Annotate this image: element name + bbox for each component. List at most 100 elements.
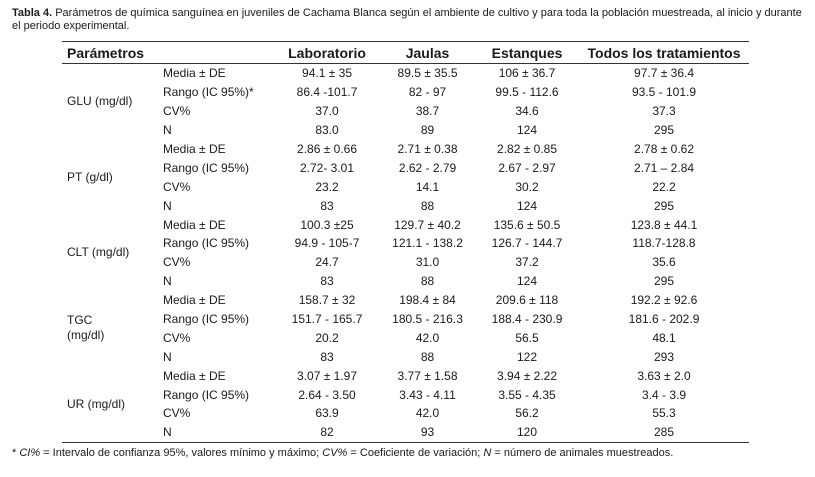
value-jaulas: 88 (420, 198, 435, 213)
value-estanques: 56.2 (515, 406, 539, 421)
value-laboratorio: 83 (320, 198, 334, 213)
value-todos: 118.7-128.8 (632, 236, 696, 251)
value-laboratorio: 83 (320, 274, 334, 289)
value-estanques: 99.5 - 112.6 (495, 85, 559, 100)
value-estanques: 3.55 - 4.35 (498, 387, 556, 402)
value-estanques: 124 (517, 198, 538, 213)
table-row: CV% 24.7 31.0 37.2 35.6 (62, 253, 749, 272)
parameter-label-line: UR (mg/dl) (67, 396, 126, 411)
table-header-row: Parámetros Laboratorio Jaulas Estanques … (62, 41, 750, 64)
table-row: PT (g/dl) Media ± DE 2.86 ± 0.66 2.71 ± 0.3… (62, 140, 749, 184)
statistic-label: N (163, 123, 172, 138)
table-row: N 83 88 124 295 (62, 196, 749, 215)
table-row: CV% 63.9 42.0 56.2 55.3 (62, 404, 749, 423)
statistic-label: Rango (IC 95%)* (163, 85, 254, 100)
table-row: Rango (IC 95%)* 86.4 -101.7 82 - 97 99.5 - … (62, 83, 749, 102)
table-row: UR (mg/dl) Media ± DE 3.07 ± 1.97 3.77 ± 1.… (62, 366, 749, 411)
value-jaulas: 180.5 - 216.3 (392, 312, 463, 327)
value-todos: 55.3 (652, 406, 676, 421)
parameter-label: CLT (mg/dl) (62, 215, 161, 291)
value-jaulas: 14.1 (415, 179, 440, 194)
statistic-label: Media ± DE (163, 368, 226, 383)
value-todos: 37.3 (652, 104, 676, 119)
value-todos: 192.2 ± 92.6 (630, 293, 698, 308)
value-todos: 97.7 ± 36.4 (634, 66, 694, 81)
table-row: Rango (IC 95%) 151.7 - 165.7 180.5 - 216.3… (62, 310, 749, 329)
value-laboratorio: 83 (320, 349, 334, 364)
statistic-label: Media ± DE (163, 217, 226, 232)
statistic-label: Media ± DE (163, 66, 226, 81)
table-row: CLT (mg/dl) Media ± DE 100.3 ±25 129.7 ± 40… (62, 215, 749, 260)
table-caption: Tabla 4. Parámetros de química sanguínea… (12, 7, 807, 33)
value-jaulas: 2.62 - 2.79 (398, 160, 457, 175)
value-todos: 295 (654, 123, 675, 138)
parameter-label: UR (mg/dl) (62, 366, 161, 442)
value-laboratorio: 24.7 (315, 255, 339, 270)
statistic-label: Rango (IC 95%) (163, 387, 250, 402)
parameter-label: GLU (mg/dl) (62, 64, 161, 140)
value-jaulas: 89 (420, 123, 435, 138)
header-jaulas: Jaulas (405, 44, 450, 61)
table-footnote: * CI% = Intervalo de confianza 95%, valo… (12, 447, 674, 459)
value-estanques: 56.5 (515, 330, 539, 345)
statistic-label: Rango (IC 95%) (163, 312, 250, 327)
value-laboratorio: 86.4 -101.7 (296, 85, 358, 100)
value-todos: 123.8 ± 44.1 (630, 217, 698, 232)
value-estanques: 126.7 - 144.7 (491, 236, 563, 251)
table-row: N 83 88 124 295 (62, 272, 749, 291)
value-laboratorio: 2.72- 3.01 (299, 160, 355, 175)
statistic-label: Rango (IC 95%) (163, 160, 250, 175)
value-jaulas: 121.1 - 138.2 (392, 236, 463, 251)
parameter-label: PT (g/dl) (62, 140, 161, 216)
parameter-label-line: GLU (mg/dl) (67, 94, 133, 109)
parameter-label-line: CLT (mg/dl) (67, 245, 130, 260)
value-laboratorio: 3.07 ± 1.97 (297, 368, 357, 383)
value-todos: 293 (654, 349, 675, 364)
value-todos: 2.71 – 2.84 (633, 160, 695, 175)
value-laboratorio: 94.1 ± 35 (302, 66, 352, 81)
blood-chemistry-table: Parámetros Laboratorio Jaulas Estanques … (62, 41, 750, 443)
value-jaulas: 89.5 ± 35.5 (397, 66, 458, 81)
value-estanques: 34.6 (515, 104, 539, 119)
table-row: CV% 37.0 38.7 34.6 37.3 (62, 102, 749, 121)
statistic-label: Media ± DE (163, 142, 226, 156)
value-laboratorio: 151.7 - 165.7 (291, 312, 363, 327)
value-laboratorio: 20.2 (315, 330, 339, 345)
footnote-ci-abbr: CI% (19, 447, 41, 459)
value-estanques: 135.6 ± 50.5 (493, 217, 561, 232)
value-laboratorio: 82 (320, 425, 334, 440)
value-laboratorio: 63.9 (315, 406, 339, 421)
value-todos: 295 (654, 198, 675, 213)
value-estanques: 124 (517, 123, 538, 138)
statistic-label: CV% (163, 255, 191, 270)
table-row: N 82 93 120 285 (62, 423, 750, 443)
table-row: GLU (mg/dl) Media ± DE 94.1 ± 35 89.5 ± 35.… (62, 64, 749, 108)
statistic-label: Rango (IC 95%) (163, 236, 250, 251)
statistic-label: CV% (163, 330, 191, 345)
value-todos: 3.4 - 3.9 (642, 387, 687, 402)
value-estanques: 120 (517, 425, 538, 440)
value-laboratorio: 94.9 - 105-7 (294, 236, 360, 251)
table-row: TGC (mg/dl) Media ± DE 158.7 ± 32 198.4 ± 84… (62, 291, 749, 342)
parameter-label: TGC (mg/dl) (62, 291, 161, 367)
value-estanques: 122 (517, 349, 538, 364)
value-estanques: 37.2 (515, 255, 539, 270)
table-body: GLU (mg/dl) Media ± DE 94.1 ± 35 89.5 ± 35.… (62, 64, 750, 443)
header-todos: Todos los tratamientos (587, 44, 741, 61)
table-row: CV% 23.2 14.1 30.2 22.2 (62, 177, 749, 196)
statistic-label: CV% (163, 406, 191, 421)
header-estanques: Estanques (491, 44, 563, 61)
value-estanques: 3.94 ± 2.22 (497, 368, 557, 383)
value-estanques: 30.2 (515, 179, 539, 194)
value-laboratorio: 2.64 - 3.50 (298, 387, 356, 402)
value-todos: 181.6 - 202.9 (628, 312, 700, 327)
value-estanques: 2.67 - 2.97 (498, 160, 556, 175)
parameter-label-line: TGC (67, 313, 93, 328)
value-estanques: 124 (517, 274, 538, 289)
statistic-label: Media ± DE (163, 293, 226, 308)
value-todos: 285 (654, 425, 675, 440)
value-jaulas: 31.0 (415, 255, 440, 270)
value-jaulas: 2.71 ± 0.38 (397, 142, 458, 156)
value-todos: 2.78 ± 0.62 (634, 142, 694, 156)
value-jaulas: 3.43 - 4.11 (399, 387, 456, 402)
